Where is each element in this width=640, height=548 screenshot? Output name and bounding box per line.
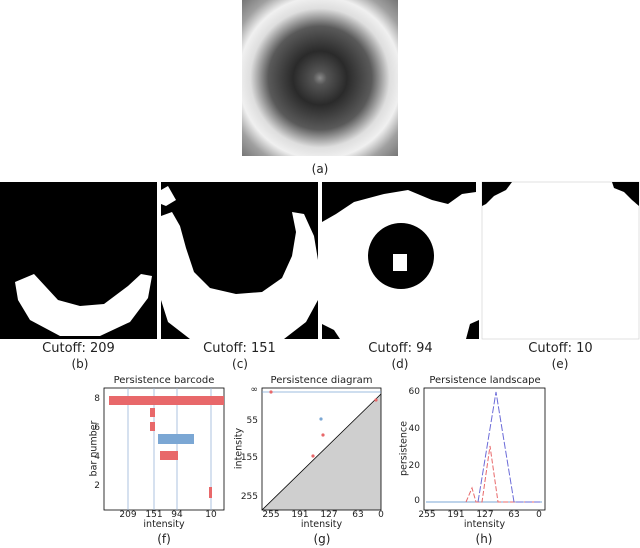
landscape-ytick-60: 60 — [408, 387, 420, 397]
bar-infinite — [109, 396, 224, 405]
landscape-ytick-40: 40 — [408, 424, 420, 434]
diagram-plot — [261, 387, 382, 511]
bar-4 — [209, 487, 212, 494]
cutoff-label-b: Cutoff: 209 — [42, 341, 115, 356]
landscape-ylabel: persistence — [398, 421, 410, 476]
barcode-ytick-6: 6 — [94, 423, 100, 433]
caption-d: (d) — [391, 357, 409, 371]
barcode-axes — [103, 387, 225, 511]
barcode-ytick-8: 8 — [94, 394, 100, 404]
point-blue-1 — [319, 417, 323, 421]
point-red-3 — [311, 454, 315, 458]
bar-3 — [160, 451, 178, 460]
point-red-2 — [321, 433, 325, 437]
diagram-xtick-63: 63 — [352, 510, 364, 520]
landscape-dim1 — [477, 391, 540, 503]
threshold-image-151 — [161, 182, 318, 339]
cutoff-label-c: Cutoff: 151 — [203, 341, 276, 356]
diagram-ytick-55: 55 — [246, 416, 258, 426]
landscape-xlabel: intensity — [463, 519, 506, 530]
threshold-image-94 — [322, 182, 479, 339]
caption-h: (h) — [475, 532, 493, 546]
landscape-xtick-0: 0 — [536, 510, 542, 520]
bar-1 — [150, 422, 155, 431]
bar-2-blue — [158, 434, 194, 444]
landscape-dim0 — [465, 445, 540, 503]
bar-5 — [209, 494, 212, 498]
diagram-xtick-127: 127 — [320, 510, 338, 520]
bar-0 — [150, 408, 155, 417]
landscape-xtick-63: 63 — [508, 510, 520, 520]
diagram-xtick-255: 255 — [262, 510, 280, 520]
caption-f: (f) — [157, 532, 171, 546]
diagram-ytick-inf: ∞ — [250, 385, 259, 395]
landscape-ytick-20: 20 — [408, 461, 420, 471]
source-image — [242, 0, 398, 156]
barcode-xtick-94: 94 — [171, 510, 183, 520]
landscape-axes — [423, 387, 546, 511]
threshold-image-209 — [0, 182, 157, 339]
barcode-xtick-209: 209 — [119, 510, 137, 520]
barcode-xtick-151: 151 — [145, 510, 163, 520]
diagram-xtick-0: 0 — [378, 510, 384, 520]
cutoff-label-d: Cutoff: 94 — [368, 341, 433, 356]
diagram-title: Persistence diagram — [270, 375, 373, 386]
diagram-axes — [261, 387, 382, 511]
caption-a: (a) — [311, 162, 329, 176]
diagram-xtick-191: 191 — [291, 510, 309, 520]
caption-g: (g) — [313, 532, 331, 546]
caption-b: (b) — [71, 357, 89, 371]
barcode-ytick-2: 2 — [94, 481, 100, 491]
threshold-image-10 — [481, 181, 640, 340]
caption-c: (c) — [232, 357, 248, 371]
landscape-ytick-0: 0 — [414, 496, 420, 506]
point-infinite — [269, 390, 273, 394]
point-red-1 — [374, 398, 378, 402]
landscape-plot — [423, 387, 546, 511]
landscape-xtick-127: 127 — [476, 510, 494, 520]
diagram-xlabel: intensity — [300, 519, 343, 530]
barcode-plot — [103, 387, 225, 511]
caption-e: (e) — [551, 357, 569, 371]
landscape-title: Persistence landscape — [429, 375, 541, 386]
barcode-xlabel: intensity — [143, 519, 185, 530]
barcode-ytick-4: 4 — [94, 452, 100, 462]
diagram-diagonal — [261, 393, 382, 511]
cutoff-label-e: Cutoff: 10 — [528, 341, 593, 356]
barcode-ylabel: bar number — [88, 420, 100, 477]
barcode-xtick-10: 10 — [205, 510, 217, 520]
barcode-title: Persistence barcode — [113, 375, 215, 386]
diagram-ytick-155: 155 — [240, 453, 258, 463]
landscape-xtick-191: 191 — [447, 510, 465, 520]
diagram-ytick-255: 255 — [240, 492, 258, 502]
landscape-xtick-255: 255 — [418, 510, 436, 520]
